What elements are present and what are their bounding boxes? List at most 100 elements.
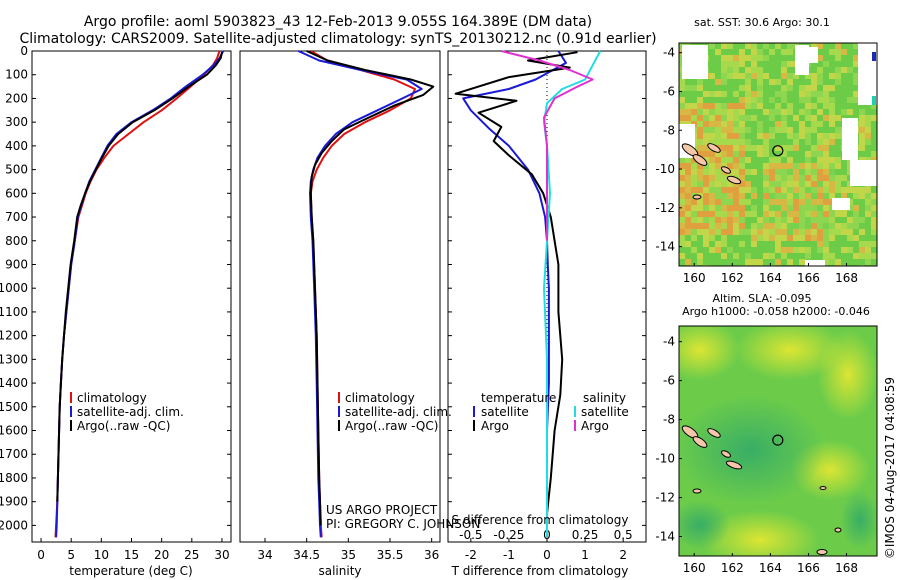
sst-cell xyxy=(679,235,685,241)
sst-cell xyxy=(787,49,793,55)
sst-cell xyxy=(823,151,829,157)
sst-cell xyxy=(685,193,691,199)
sst-cell xyxy=(745,211,751,217)
longitude-label: 166 xyxy=(797,271,820,285)
sst-cell xyxy=(775,211,781,217)
sst-cell xyxy=(781,229,787,235)
sst-cell xyxy=(751,115,757,121)
sst-cell xyxy=(691,217,697,223)
x-tick-label: 10 xyxy=(94,548,109,562)
y-tick-label: 1900 xyxy=(0,495,28,509)
sst-cell xyxy=(811,205,817,211)
sst-cell xyxy=(865,253,871,259)
pi-credit: PI: GREGORY C. JOHNSON xyxy=(326,517,480,531)
sst-cell xyxy=(751,91,757,97)
sst-cell xyxy=(715,49,721,55)
sst-cell xyxy=(853,223,859,229)
x-tick-label: 35.5 xyxy=(377,548,404,562)
y-tick-label: 700 xyxy=(5,210,28,224)
sst-cell xyxy=(817,193,823,199)
sst-cell xyxy=(697,109,703,115)
sst-cell xyxy=(715,139,721,145)
sst-cell xyxy=(823,115,829,121)
y-tick-label: 800 xyxy=(5,234,28,248)
sst-cell xyxy=(691,115,697,121)
sst-cell xyxy=(781,49,787,55)
sst-cell xyxy=(829,115,835,121)
series-line-temperature-satellite xyxy=(462,50,567,538)
sst-cell xyxy=(703,157,709,163)
sst-cell xyxy=(871,229,877,235)
sst-cell xyxy=(805,91,811,97)
sst-cell xyxy=(841,223,847,229)
sst-cell xyxy=(733,115,739,121)
sst-cell xyxy=(751,259,757,265)
sst-cell xyxy=(703,163,709,169)
sst-cell xyxy=(757,151,763,157)
sst-cell xyxy=(679,217,685,223)
sst-cell xyxy=(691,157,697,163)
sst-cell xyxy=(709,73,715,79)
sst-cell xyxy=(775,103,781,109)
sst-cell xyxy=(685,187,691,193)
land-mask xyxy=(832,198,850,210)
sst-cell xyxy=(739,187,745,193)
sst-cell xyxy=(733,205,739,211)
sst-cell xyxy=(853,79,859,85)
sst-cell xyxy=(727,67,733,73)
sst-cell xyxy=(799,211,805,217)
sst-cell xyxy=(823,187,829,193)
sst-cell xyxy=(853,55,859,61)
sla-high-anomaly xyxy=(700,510,820,556)
sst-cell xyxy=(817,121,823,127)
sst-cell xyxy=(829,133,835,139)
sst-cell xyxy=(739,97,745,103)
sst-cell xyxy=(823,205,829,211)
sst-cell xyxy=(685,259,691,265)
sla-islands xyxy=(681,425,842,555)
sst-cell xyxy=(835,55,841,61)
latitude-label: -4 xyxy=(663,335,675,349)
sst-cell xyxy=(847,97,853,103)
sst-cell xyxy=(715,229,721,235)
sst-cell xyxy=(727,205,733,211)
sst-cell xyxy=(721,205,727,211)
sst-cell xyxy=(835,157,841,163)
sst-cell xyxy=(817,73,823,79)
island xyxy=(707,428,721,438)
sst-cell xyxy=(703,205,709,211)
sst-cell xyxy=(787,187,793,193)
sst-cell xyxy=(757,79,763,85)
sst-cell xyxy=(799,97,805,103)
sst-cell xyxy=(841,193,847,199)
sst-cell xyxy=(829,223,835,229)
sst-cell xyxy=(787,199,793,205)
sst-cell xyxy=(823,169,829,175)
sst-cell xyxy=(847,67,853,73)
sst-cell xyxy=(853,193,859,199)
sst-cell xyxy=(703,199,709,205)
y-tick-label: 2000 xyxy=(0,518,28,532)
sst-cell xyxy=(811,187,817,193)
figure-title-line-1: Argo profile: aoml 5903823_43 12-Feb-201… xyxy=(84,14,592,30)
sst-cell xyxy=(709,199,715,205)
sst-cell xyxy=(823,145,829,151)
sst-cell xyxy=(685,115,691,121)
sst-cell xyxy=(781,175,787,181)
sst-cell xyxy=(703,241,709,247)
sst-cell xyxy=(697,121,703,127)
sst-cell xyxy=(817,79,823,85)
sst-cell xyxy=(823,259,829,265)
sst-cell xyxy=(769,187,775,193)
sst-cell xyxy=(829,175,835,181)
sst-cell xyxy=(739,181,745,187)
salinity-legend: climatology satellite-adj. clim. Argo(..… xyxy=(338,391,452,433)
sst-cell xyxy=(769,133,775,139)
sst-cell xyxy=(733,229,739,235)
sst-cell xyxy=(739,223,745,229)
island xyxy=(720,450,732,458)
sst-cell xyxy=(817,199,823,205)
island xyxy=(725,460,743,470)
sst-cell xyxy=(757,127,763,133)
sst-cell xyxy=(781,181,787,187)
